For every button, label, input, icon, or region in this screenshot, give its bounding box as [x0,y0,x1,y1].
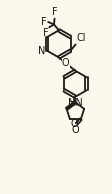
Text: HN: HN [68,98,82,108]
Text: F: F [42,28,48,38]
Text: O: O [61,58,69,68]
Text: O: O [70,119,78,129]
Text: F: F [51,7,57,17]
Text: F: F [41,17,47,27]
Text: Cl: Cl [75,33,85,43]
Text: O: O [71,125,79,135]
Text: N: N [38,46,45,56]
Text: N: N [67,98,75,108]
